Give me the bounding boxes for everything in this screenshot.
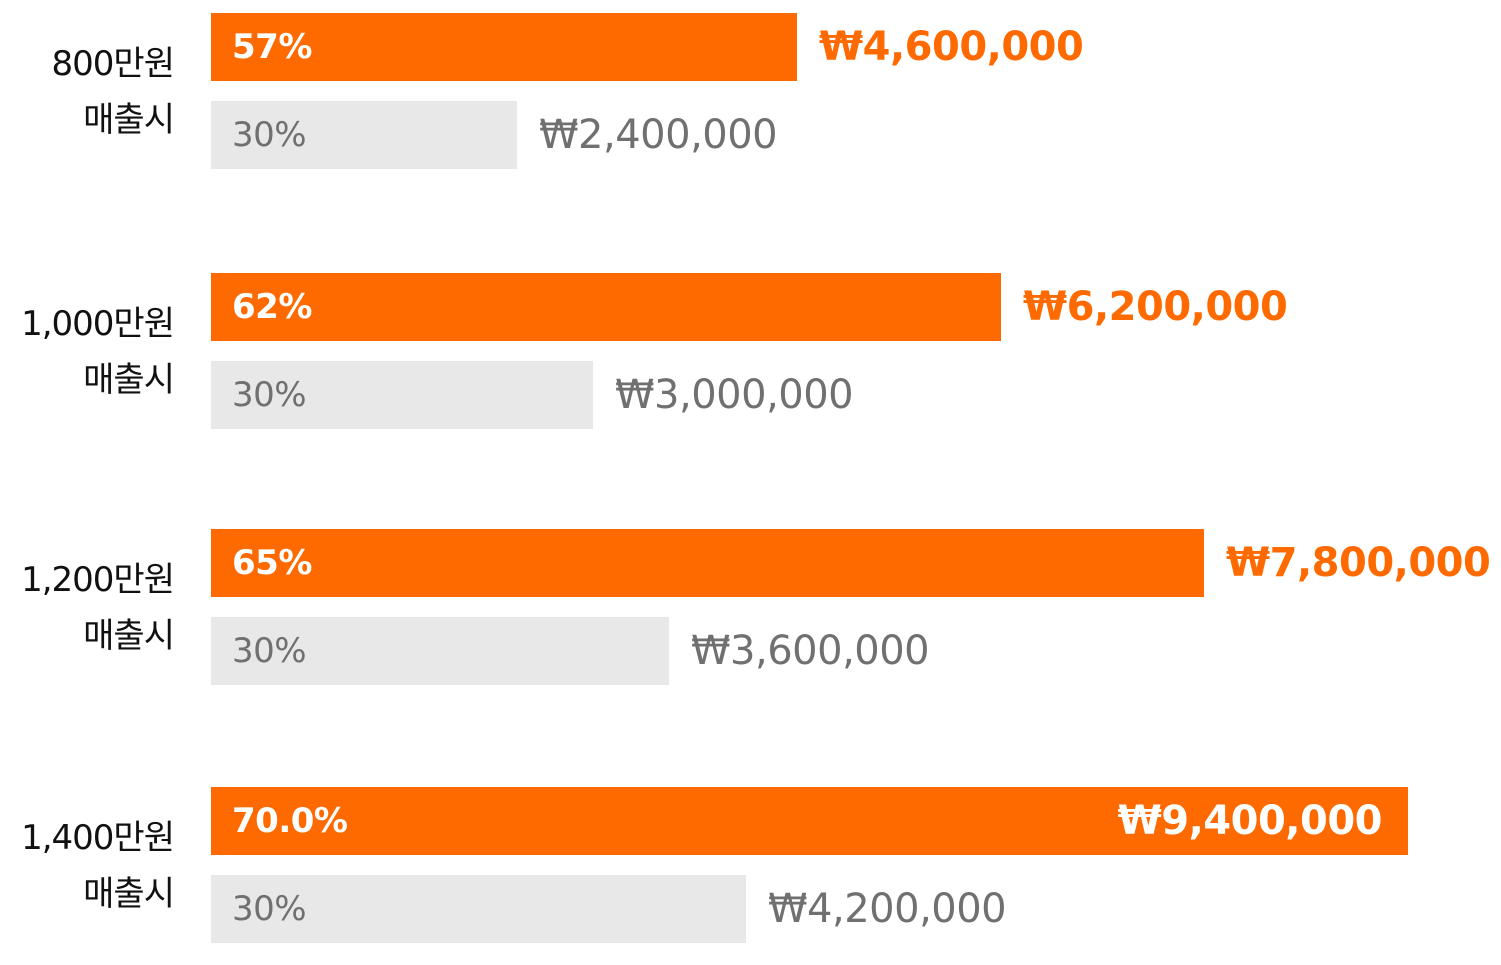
bar-primary [211, 529, 1204, 597]
group-label-amount: 800만원 [51, 44, 175, 84]
group-label-amount: 1,000만원 [21, 304, 175, 344]
group-label-suffix: 매출시 [83, 100, 175, 140]
bar-secondary [211, 875, 746, 943]
bar-percent-label: 30% [232, 375, 307, 415]
bar-percent-label: 65% [232, 543, 312, 583]
bar-percent-label: 70.0% [232, 801, 348, 841]
bar-percent-label: 30% [232, 631, 307, 671]
bar-value-label: ₩2,400,000 [539, 112, 778, 158]
bar-primary [211, 13, 797, 81]
bar-secondary [211, 101, 517, 169]
bar-value-label: ₩4,200,000 [768, 886, 1007, 932]
bar-secondary [211, 617, 669, 685]
group-label-amount: 1,400만원 [21, 818, 175, 858]
bar-value-label: ₩7,800,000 [1226, 540, 1491, 586]
bar-secondary [211, 361, 593, 429]
group-label-suffix: 매출시 [83, 616, 175, 656]
bar-value-label: ₩3,600,000 [691, 628, 930, 674]
bar-percent-label: 62% [232, 287, 312, 327]
group-label-amount: 1,200만원 [21, 560, 175, 600]
bar-value-label: ₩6,200,000 [1023, 284, 1288, 330]
bar-primary [211, 273, 1001, 341]
bar-value-label: ₩3,000,000 [615, 372, 854, 418]
bar-percent-label: 57% [232, 27, 312, 67]
bar-value-label: ₩9,400,000 [1117, 798, 1383, 844]
group-label-suffix: 매출시 [83, 360, 175, 400]
bar-percent-label: 30% [232, 889, 307, 929]
group-label-suffix: 매출시 [83, 874, 175, 914]
bar-value-label: ₩4,600,000 [819, 24, 1084, 70]
bar-percent-label: 30% [232, 115, 307, 155]
bar-primary [211, 787, 1408, 855]
